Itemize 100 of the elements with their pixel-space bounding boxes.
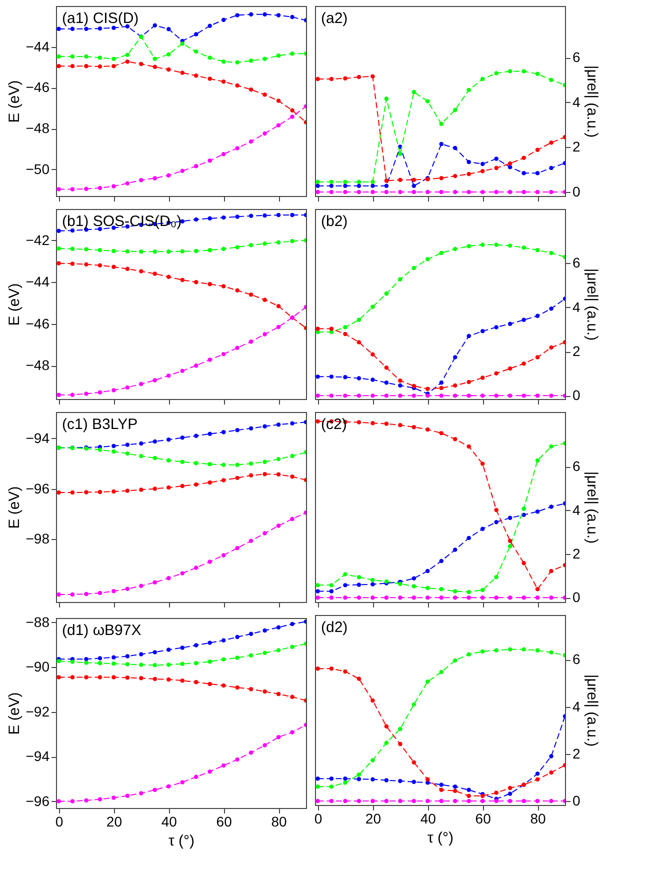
point bbox=[398, 383, 402, 388]
y-tick-label: −96 bbox=[26, 480, 50, 496]
point bbox=[84, 798, 88, 803]
point bbox=[522, 318, 526, 322]
point bbox=[452, 355, 458, 360]
point bbox=[290, 212, 294, 218]
point bbox=[221, 478, 226, 482]
y-tick-label: −44 bbox=[26, 274, 50, 290]
point bbox=[248, 473, 254, 478]
point bbox=[262, 298, 267, 302]
point bbox=[398, 726, 402, 732]
point bbox=[276, 98, 281, 103]
point bbox=[439, 394, 444, 398]
point bbox=[262, 628, 267, 633]
point bbox=[316, 583, 320, 588]
point bbox=[139, 249, 144, 254]
point bbox=[248, 87, 254, 92]
point bbox=[316, 589, 320, 594]
x-tick-label: 40 bbox=[161, 814, 178, 830]
point bbox=[56, 799, 61, 804]
chart-title: (a2) bbox=[321, 10, 348, 27]
y2-axis-title: |μrel| (a.u.) bbox=[583, 65, 600, 138]
point bbox=[139, 178, 144, 182]
point bbox=[370, 698, 375, 703]
y2-tick-label: 0 bbox=[572, 387, 580, 404]
point bbox=[70, 675, 75, 680]
point bbox=[384, 380, 389, 385]
point bbox=[56, 64, 61, 68]
point bbox=[329, 394, 334, 398]
point bbox=[412, 584, 416, 588]
y-axis-title: E (eV) bbox=[6, 486, 23, 529]
point bbox=[494, 790, 498, 795]
point bbox=[384, 798, 389, 804]
point bbox=[112, 655, 116, 660]
point bbox=[480, 169, 485, 174]
point bbox=[508, 190, 512, 194]
point bbox=[208, 640, 212, 645]
point bbox=[316, 76, 320, 82]
point bbox=[549, 250, 554, 256]
point bbox=[466, 794, 471, 798]
point bbox=[356, 394, 362, 398]
point bbox=[466, 652, 471, 656]
point bbox=[466, 394, 471, 398]
point bbox=[549, 166, 554, 170]
point bbox=[208, 24, 212, 28]
point bbox=[522, 596, 526, 600]
point bbox=[180, 646, 184, 650]
point bbox=[398, 742, 402, 746]
point bbox=[112, 675, 116, 680]
point bbox=[439, 587, 444, 592]
point bbox=[112, 248, 116, 254]
point bbox=[290, 644, 294, 649]
point bbox=[535, 248, 540, 252]
point bbox=[356, 420, 362, 424]
point bbox=[494, 71, 498, 76]
point bbox=[262, 131, 267, 136]
point bbox=[316, 776, 320, 781]
point bbox=[70, 490, 75, 495]
point bbox=[125, 676, 130, 680]
y2-tick-label: 2 bbox=[572, 343, 580, 359]
point bbox=[343, 190, 348, 194]
point bbox=[125, 266, 130, 272]
point bbox=[180, 780, 184, 784]
point bbox=[208, 659, 212, 664]
point bbox=[276, 456, 281, 462]
point bbox=[235, 13, 240, 18]
point bbox=[384, 178, 389, 183]
point bbox=[221, 59, 226, 64]
point bbox=[356, 190, 362, 194]
point bbox=[112, 184, 116, 188]
point bbox=[370, 180, 375, 184]
point bbox=[439, 250, 444, 256]
point bbox=[98, 248, 102, 252]
point bbox=[343, 184, 348, 188]
point bbox=[84, 186, 88, 191]
point bbox=[180, 484, 184, 488]
point bbox=[452, 108, 458, 112]
point bbox=[316, 419, 320, 424]
point bbox=[290, 730, 294, 734]
point bbox=[494, 508, 498, 512]
point bbox=[56, 392, 61, 397]
point bbox=[370, 190, 375, 194]
point bbox=[535, 394, 540, 398]
point bbox=[370, 74, 375, 78]
point bbox=[426, 777, 430, 782]
point bbox=[439, 596, 444, 600]
point bbox=[235, 757, 240, 762]
y2-tick-label: 0 bbox=[572, 792, 580, 808]
point bbox=[452, 596, 458, 600]
point bbox=[494, 325, 498, 330]
point bbox=[356, 376, 362, 380]
point bbox=[480, 376, 485, 380]
point bbox=[384, 724, 389, 728]
y2-tick-label: 0 bbox=[572, 183, 580, 200]
point bbox=[426, 586, 430, 590]
y-tick-label: −48 bbox=[26, 120, 50, 136]
point bbox=[466, 334, 471, 338]
point bbox=[180, 368, 184, 373]
point bbox=[180, 678, 184, 683]
point bbox=[480, 798, 485, 804]
